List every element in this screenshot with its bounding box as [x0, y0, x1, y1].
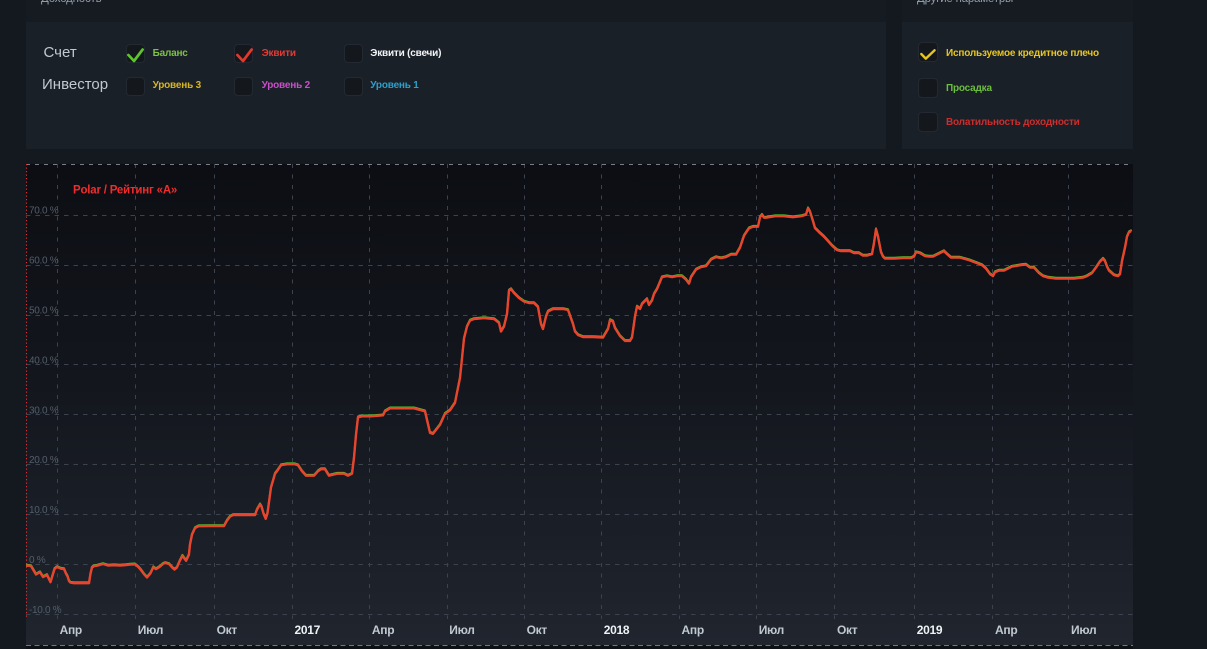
svg-text:Окт: Окт [527, 623, 548, 637]
svg-text:2017: 2017 [295, 623, 321, 637]
svg-text:70.0 %: 70.0 % [29, 206, 59, 217]
svg-text:-10.0 %: -10.0 % [29, 605, 62, 616]
svg-text:Окт: Окт [217, 623, 238, 637]
svg-text:Июл: Июл [449, 623, 474, 637]
svg-text:0 %: 0 % [29, 555, 46, 566]
svg-text:2019: 2019 [917, 623, 943, 637]
svg-text:60.0 %: 60.0 % [29, 256, 59, 267]
svg-text:Июл: Июл [759, 623, 784, 637]
svg-text:30.0 %: 30.0 % [29, 405, 59, 416]
svg-text:Апр: Апр [60, 623, 82, 637]
svg-text:20.0 %: 20.0 % [29, 455, 59, 466]
svg-text:Апр: Апр [372, 623, 394, 637]
svg-text:40.0 %: 40.0 % [29, 355, 59, 366]
svg-text:2018: 2018 [604, 623, 630, 637]
svg-text:Июл: Июл [1071, 623, 1096, 637]
svg-text:Polar / Рейтинг «А»: Polar / Рейтинг «А» [73, 185, 177, 197]
svg-text:Апр: Апр [995, 623, 1017, 637]
svg-text:Апр: Апр [682, 623, 704, 637]
svg-text:50.0 %: 50.0 % [29, 306, 59, 317]
svg-text:Июл: Июл [138, 623, 163, 637]
svg-text:10.0 %: 10.0 % [29, 505, 59, 516]
svg-text:Окт: Окт [837, 623, 858, 637]
